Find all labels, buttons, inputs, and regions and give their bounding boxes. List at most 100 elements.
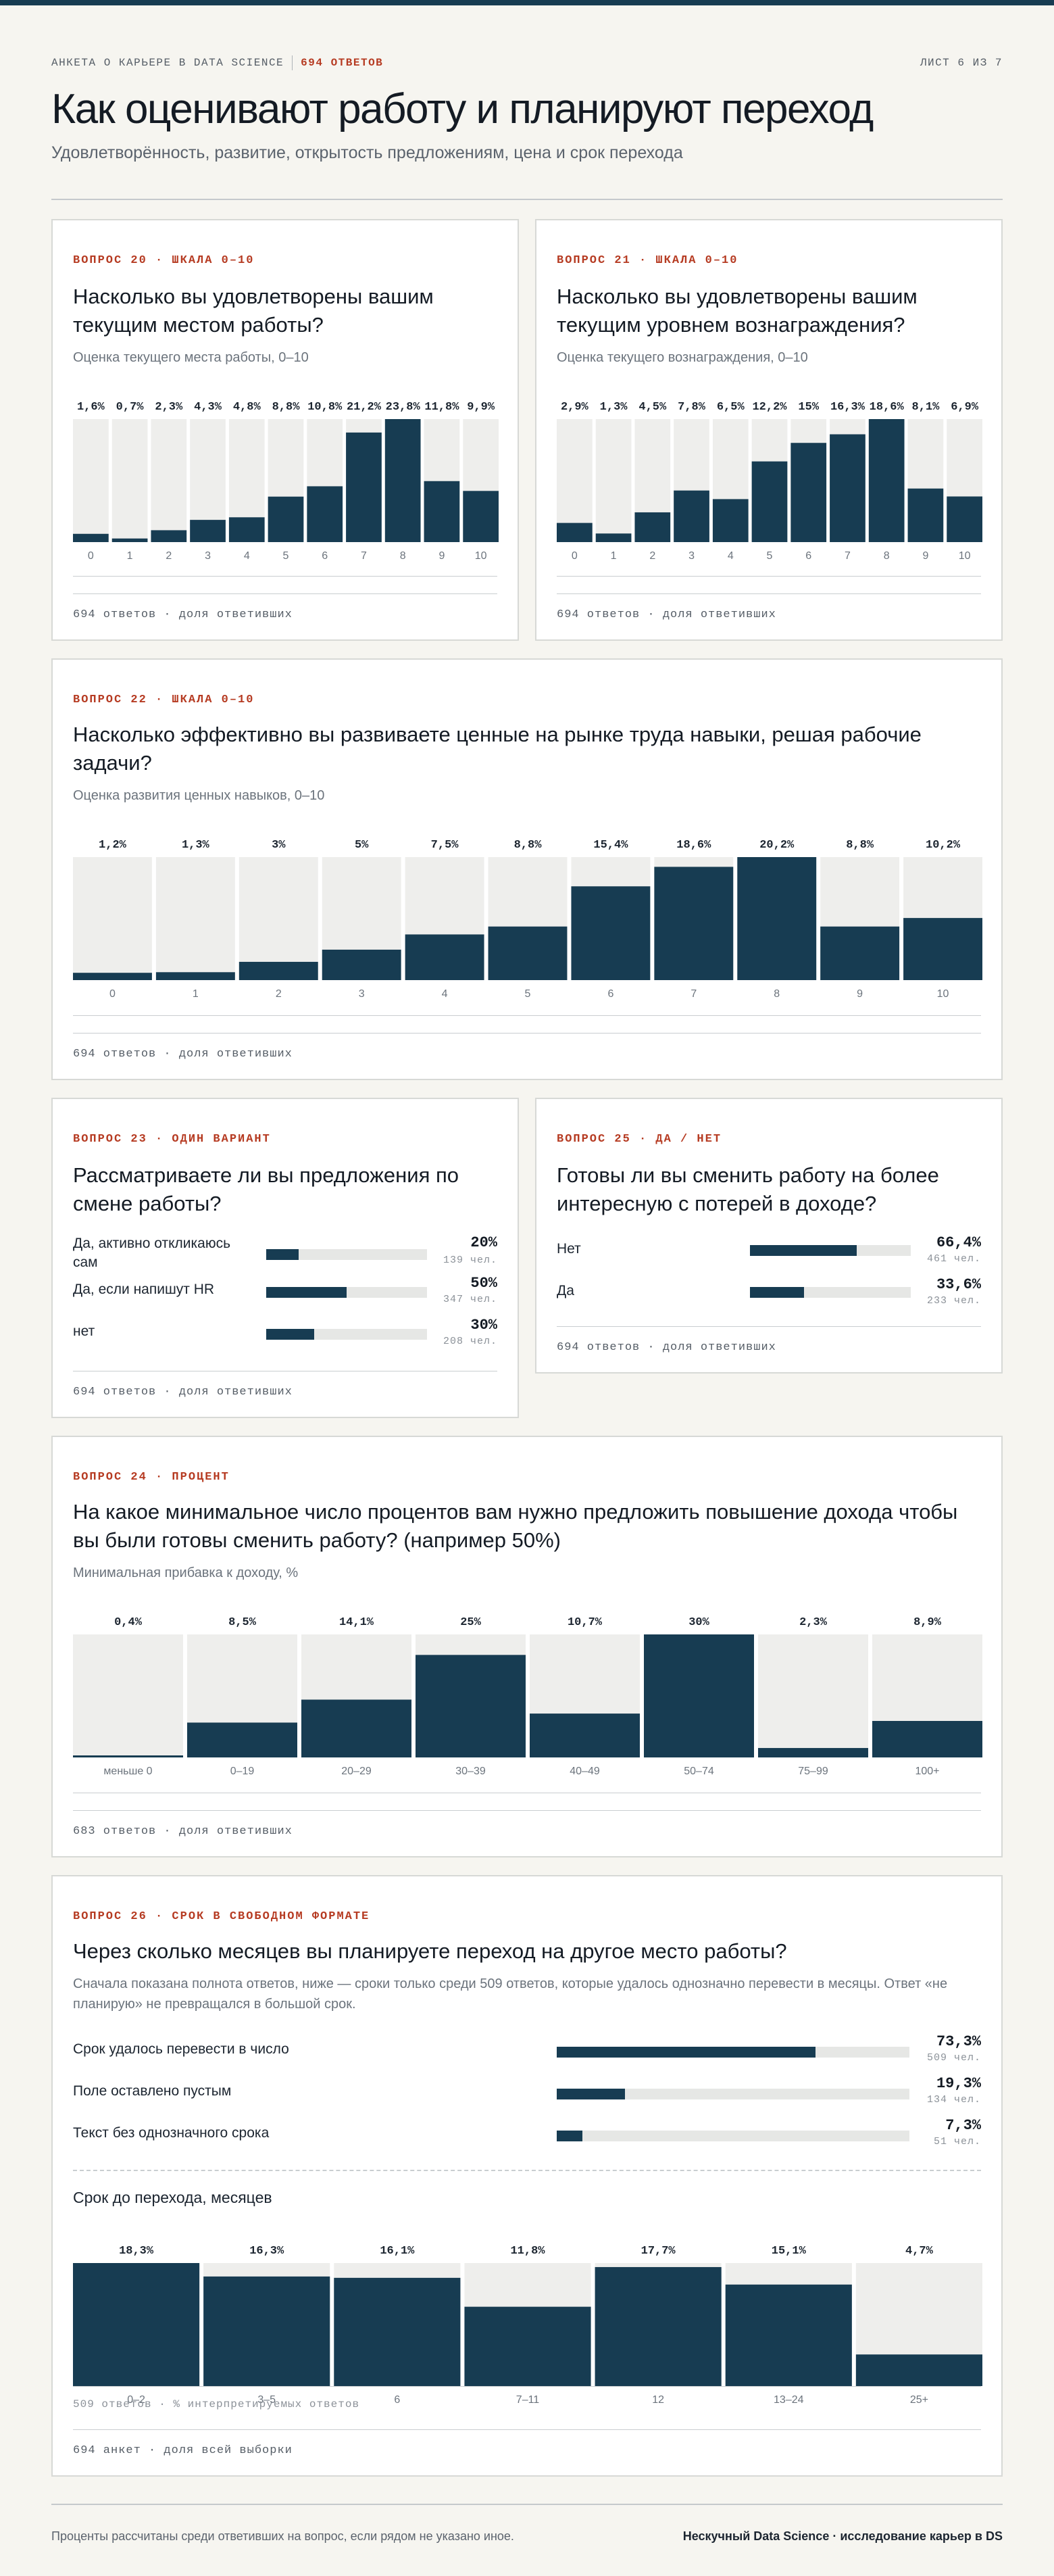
category-label: 8 — [774, 988, 780, 1000]
category-label: 40–49 — [570, 1766, 600, 1777]
data-label: 17,7% — [641, 2245, 676, 2258]
chart-q26: 18,3% 0–2 16,3% 3–5 16,1% 6 11,8% 7–11 17,7% 12 15… — [73, 2235, 982, 2406]
bar — [903, 918, 982, 980]
data-label: 10,7% — [568, 1616, 603, 1629]
category-label: 6 — [394, 2394, 400, 2406]
data-label: 4,8% — [233, 401, 261, 414]
category-label: 4 — [728, 550, 734, 562]
bar-chart-svg: 18,3% 0–2 16,3% 3–5 16,1% 6 11,8% 7–11 17,7% 12 15… — [73, 2245, 982, 2406]
option-count: 134 чел. — [926, 2094, 981, 2106]
option-track — [266, 1287, 427, 1298]
bar — [301, 1699, 411, 1757]
bar-track — [758, 1634, 868, 1757]
bar — [751, 461, 788, 542]
bar — [111, 538, 148, 542]
option-label: Да, активно откликаюсь сам — [73, 1236, 231, 1270]
bar — [464, 2306, 591, 2386]
page-title: Как оценивают работу и планируют переход — [51, 86, 874, 132]
category-label: 50–74 — [684, 1766, 714, 1777]
option-fill — [266, 1249, 299, 1260]
category-label: 7–11 — [516, 2394, 540, 2406]
bar — [557, 523, 593, 542]
data-label: 8,9% — [913, 1616, 942, 1629]
option-row: Да, если напишут HR 50% 347 чел. — [73, 1275, 497, 1314]
option-count: 461 чел. — [926, 1253, 981, 1265]
option-row: Да, активно откликаюсь сам 20% 139 чел. — [73, 1234, 497, 1270]
bar — [595, 533, 632, 542]
question-text: Готовы ли вы сменить работу на более инт… — [557, 1163, 939, 1215]
category-label: меньше 0 — [103, 1766, 152, 1777]
bar — [151, 530, 187, 542]
bar — [530, 1714, 640, 1757]
question-tag: ВОПРОС 26 · СРОК В СВОБОДНОМ ФОРМАТЕ — [73, 1910, 370, 1923]
bar — [187, 1722, 297, 1757]
category-label: 9 — [857, 988, 863, 1000]
bar — [872, 1721, 982, 1757]
card-footer: 694 ответов · доля ответивших — [73, 1048, 293, 1061]
option-row: Да 33,6% 233 чел. — [557, 1276, 981, 1311]
option-label: Да — [557, 1283, 574, 1298]
data-label: 30% — [688, 1616, 709, 1629]
question-tag: ВОПРОС 23 · ОДИН ВАРИАНТ — [73, 1133, 271, 1146]
category-label: 2 — [166, 550, 172, 562]
option-fill — [557, 2089, 625, 2099]
question-note: Сначала показана полнота ответов, ниже —… — [73, 1976, 948, 2012]
option-track — [266, 1249, 427, 1260]
bar — [190, 520, 226, 542]
data-label: 11,8% — [510, 2245, 545, 2258]
bar-track — [155, 857, 235, 980]
divider — [73, 1015, 981, 1016]
data-label: 1,3% — [600, 401, 628, 414]
category-label: 75–99 — [798, 1766, 828, 1777]
question-text: На какое минимальное число процентов вам… — [73, 1500, 958, 1552]
card-footer-total: 694 анкет · доля всей выборки — [73, 2444, 293, 2457]
survey-name: АНКЕТА О КАРЬЕРЕ В DATA SCIENCE — [51, 57, 284, 69]
option-fill — [557, 2047, 815, 2058]
divider — [557, 593, 981, 594]
data-label: 16,1% — [380, 2245, 415, 2258]
data-label: 25% — [460, 1616, 481, 1629]
category-label: 0 — [572, 550, 578, 562]
option-track — [557, 2089, 909, 2099]
question-text: Насколько вы удовлетворены вашим текущим… — [557, 285, 918, 337]
data-label: 14,1% — [339, 1616, 374, 1629]
option-label: Поле оставлено пустым — [73, 2083, 232, 2099]
category-label: 3 — [205, 550, 211, 562]
card-q24: ВОПРОС 24 · ПРОЦЕНТ На какое минимальное… — [51, 1436, 1003, 1857]
divider — [292, 55, 293, 70]
option-label: Текст без однозначного срока — [73, 2125, 270, 2141]
chart-caption: Оценка текущего вознаграждения, 0–10 — [557, 350, 808, 365]
question-tag: ВОПРОС 20 · ШКАЛА 0–10 — [73, 254, 255, 267]
completeness-row: Текст без однозначного срока 7,3% 51 чел… — [73, 2117, 981, 2155]
chart-q24: 0,4% меньше 0 8,5% 0–19 14,1% 20–29 25% 30–39 10… — [73, 1606, 982, 1777]
header-divider — [51, 199, 1003, 200]
divider — [73, 593, 497, 594]
question-tag: ВОПРОС 24 · ПРОЦЕНТ — [73, 1471, 230, 1484]
data-label: 3% — [272, 839, 286, 852]
data-label: 11,8% — [424, 401, 459, 414]
bar — [463, 491, 499, 542]
bar — [73, 533, 109, 542]
bar — [674, 490, 709, 542]
card-footer: 694 ответов · доля ответивших — [73, 1386, 293, 1399]
category-label: 30–39 — [455, 1766, 486, 1777]
divider — [73, 576, 497, 577]
option-track — [557, 2131, 909, 2141]
category-label: 0 — [109, 988, 116, 1000]
data-label: 23,8% — [386, 401, 421, 414]
option-count: 509 чел. — [926, 2052, 981, 2064]
data-label: 8,8% — [272, 401, 301, 414]
bar-chart-svg: 2,9% 0 1,3% 1 4,5% 2 7,8% 3 6,5% 4 12,2% 5 15% 6 16,3%… — [557, 401, 982, 562]
data-label: 8,8% — [846, 839, 874, 852]
bar — [644, 1634, 754, 1757]
option-percent: 7,3% — [945, 2117, 981, 2134]
category-label: 6 — [805, 550, 811, 562]
category-label: 7 — [361, 550, 367, 562]
option-track — [557, 2047, 909, 2058]
category-label: 10 — [475, 550, 487, 562]
bar-track — [111, 419, 148, 542]
category-label: 7 — [845, 550, 851, 562]
category-label: 7 — [691, 988, 697, 1000]
option-fill — [750, 1287, 804, 1298]
category-label: 8 — [884, 550, 890, 562]
